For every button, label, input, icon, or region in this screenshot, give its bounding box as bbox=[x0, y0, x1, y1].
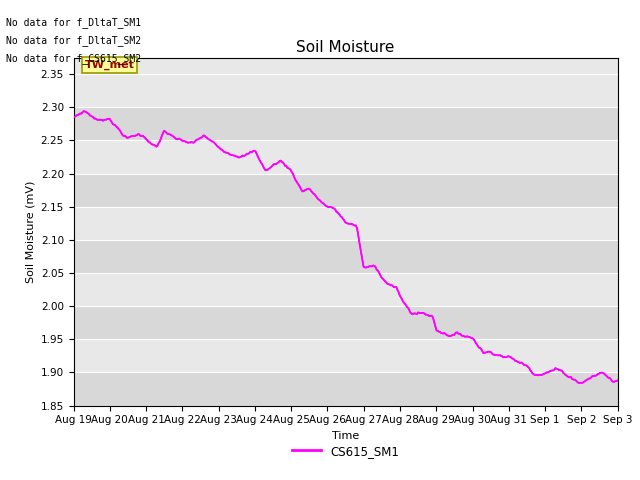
Bar bbox=[74, 273, 618, 306]
Bar bbox=[74, 174, 618, 207]
Bar bbox=[74, 108, 618, 141]
Y-axis label: Soil Moisture (mV): Soil Moisture (mV) bbox=[25, 180, 35, 283]
Bar bbox=[74, 372, 618, 406]
Bar bbox=[74, 207, 618, 240]
Bar bbox=[74, 306, 618, 339]
Title: Soil Moisture: Soil Moisture bbox=[296, 40, 395, 55]
Text: No data for f_DltaT_SM1: No data for f_DltaT_SM1 bbox=[6, 17, 141, 28]
Legend: CS615_SM1: CS615_SM1 bbox=[287, 440, 404, 462]
Bar bbox=[74, 339, 618, 372]
Bar bbox=[74, 141, 618, 174]
Text: No data for f_DltaT_SM2: No data for f_DltaT_SM2 bbox=[6, 35, 141, 46]
Bar bbox=[74, 74, 618, 108]
Text: TW_met: TW_met bbox=[84, 60, 134, 70]
Bar bbox=[74, 240, 618, 273]
Text: No data for f_CS615_SM2: No data for f_CS615_SM2 bbox=[6, 53, 141, 64]
X-axis label: Time: Time bbox=[332, 431, 359, 441]
